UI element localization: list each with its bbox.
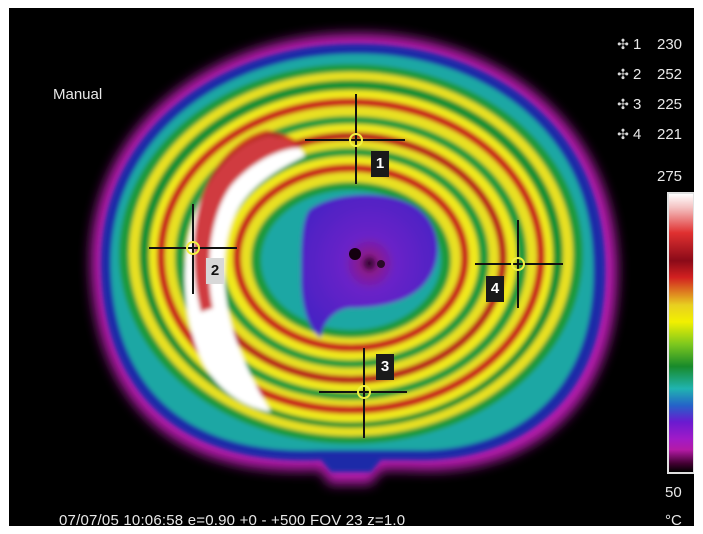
spot-label-1: 1 [371,151,389,177]
crosshair-1 [305,94,405,184]
thermal-heatmap [90,33,618,484]
marker-readout-2: ✣ 2 252 [615,66,694,86]
spot-label-2: 2 [206,258,224,284]
marker-value: 225 [657,96,683,113]
marker-readout-4: ✣ 4 221 [615,126,694,146]
marker-readout-1: ✣ 1 230 [615,36,694,56]
scale-unit-label: °C [665,512,682,526]
marker-readout-3: ✣ 3 225 [615,96,694,116]
marker-number: 2 [633,66,642,83]
core-spot [349,248,361,260]
crosshair-2 [149,204,237,294]
thermogram: Manual 1 2 3 4 ✣ 1 230 ✣ 2 252 ✣ 3 225 ✣… [9,8,694,526]
scale-max-label: 275 [657,168,683,185]
crosshair-icon: ✣ [617,66,629,82]
marker-number: 3 [633,96,642,113]
crosshair-icon: ✣ [617,36,629,52]
marker-value: 221 [657,126,683,143]
marker-number: 1 [633,36,642,53]
mode-label: Manual [53,86,103,103]
scale-min-label: 50 [665,484,682,501]
crosshair-3 [319,348,407,438]
marker-value: 230 [657,36,683,53]
crosshair-icon: ✣ [617,126,629,142]
crosshair-4 [475,220,563,308]
spot-label-4: 4 [486,276,504,302]
marker-number: 4 [633,126,642,143]
status-line: 07/07/05 10:06:58 e=0.90 +0 - +500 FOV 2… [59,512,406,526]
marker-value: 252 [657,66,683,83]
spot-label-3: 3 [376,354,394,380]
color-scale-bar [667,192,694,474]
crosshair-icon: ✣ [617,96,629,112]
